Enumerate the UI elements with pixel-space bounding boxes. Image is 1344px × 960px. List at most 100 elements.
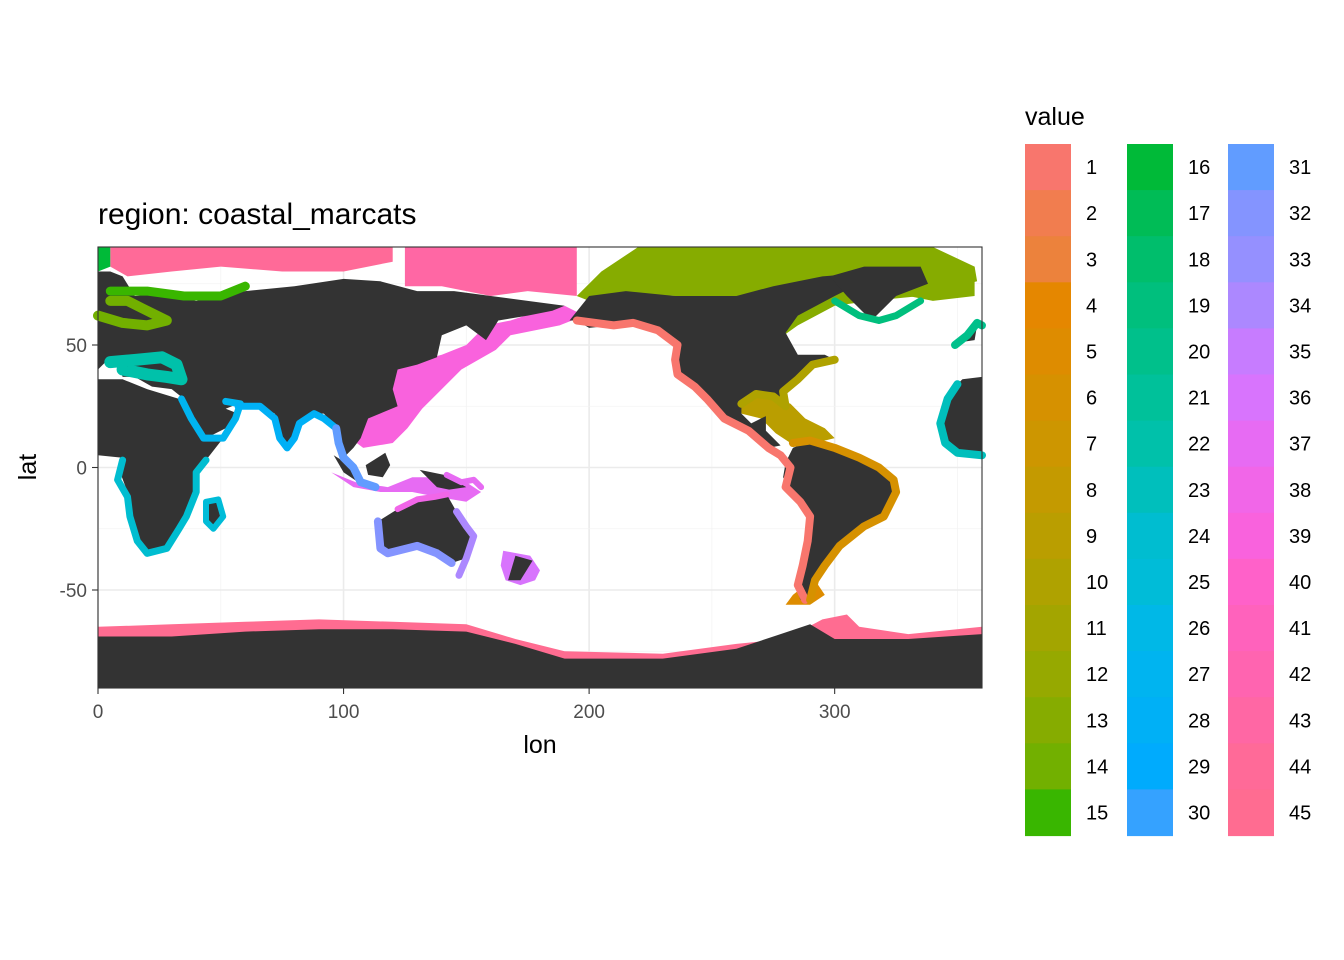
legend-key-label: 17 (1188, 203, 1210, 225)
land-greenland (829, 266, 928, 321)
coastal-region-atlantic-south-america (788, 436, 901, 604)
legend-key-swatch (1228, 420, 1274, 468)
legend-key-label: 32 (1289, 203, 1311, 225)
coastal-region-indian-coast (234, 402, 340, 452)
land-new-zealand (508, 555, 533, 581)
legend-key-label: 22 (1188, 434, 1210, 456)
legend-key-swatch (1127, 466, 1173, 514)
y-tick-label: 50 (66, 336, 87, 357)
legend-key-swatch (1127, 144, 1173, 191)
legend-key-swatch (1228, 328, 1274, 376)
legend-key-swatch (1025, 374, 1071, 422)
legend-key-swatch (1228, 743, 1274, 790)
legend-key-label: 44 (1289, 756, 1311, 778)
legend-key-swatch (1025, 282, 1071, 329)
legend-key-label: 27 (1188, 664, 1210, 686)
x-axis: 0 100 200 300 (93, 688, 851, 723)
legend-key-swatch (1228, 236, 1274, 283)
coastal-region-gulf-atlantic (737, 355, 839, 411)
coastal-region-arctic-siberia (404, 247, 577, 296)
chart-title: region: coastal_marcats (98, 198, 417, 231)
coastal-region-melanesia (443, 471, 485, 491)
legend-key-swatch (1025, 743, 1071, 790)
legend-key-label: 14 (1086, 756, 1108, 778)
legend-key-swatch (1025, 605, 1071, 652)
legend-key-label: 7 (1086, 434, 1097, 456)
legend-key-label: 38 (1289, 480, 1311, 502)
legend-key-swatch (1025, 651, 1071, 698)
legend-key-label: 24 (1188, 526, 1210, 548)
legend-key-label: 12 (1086, 664, 1108, 686)
legend-key-swatch (1228, 697, 1274, 744)
legend-key-swatch (1127, 236, 1173, 283)
x-tick-label: 0 (93, 702, 104, 723)
coastal-region-mediterranean (104, 351, 188, 386)
legend-key-swatch (1127, 558, 1173, 606)
region-map (93, 247, 986, 688)
legend-key-swatch (1228, 605, 1274, 652)
legend-key-label: 23 (1188, 480, 1210, 502)
legend-key-swatch (1025, 190, 1071, 237)
coastal-region-andaman (332, 424, 380, 492)
legend-key-label: 45 (1289, 802, 1311, 824)
legend-key-label: 15 (1086, 802, 1108, 824)
legend: value 1234567891011121314151617181920212… (1025, 103, 1311, 837)
legend-key-swatch (1127, 743, 1173, 790)
legend-key-swatch (1228, 374, 1274, 422)
legend-key-label: 18 (1188, 249, 1210, 271)
land-south-america (783, 440, 897, 600)
legend-key-label: 30 (1188, 802, 1210, 824)
legend-key-label: 6 (1086, 388, 1097, 410)
legend-key-label: 19 (1188, 295, 1210, 317)
legend-key-label: 11 (1086, 618, 1107, 640)
coastal-region-greenland (831, 297, 925, 324)
legend-key-swatch (1127, 789, 1173, 837)
legend-key-label: 36 (1289, 388, 1311, 410)
legend-key-swatch (1025, 328, 1071, 376)
legend-key-label: 4 (1086, 295, 1097, 317)
legend-key-swatch (1025, 144, 1071, 191)
legend-key-swatch (1127, 605, 1173, 652)
legend-key-swatch (1228, 144, 1274, 191)
legend-key-swatch (1025, 236, 1071, 283)
y-axis: -50 0 50 (60, 336, 98, 602)
legend-key-label: 10 (1086, 572, 1108, 594)
legend-key-label: 39 (1289, 526, 1311, 548)
legend-key-label: 5 (1086, 341, 1097, 363)
land-britain (957, 325, 978, 343)
legend-key-swatch (1228, 651, 1274, 698)
legend-key-label: 40 (1289, 572, 1311, 594)
plot-panel (93, 246, 986, 689)
legend-key-label: 8 (1086, 480, 1097, 502)
legend-key-label: 42 (1289, 664, 1311, 686)
legend-key-swatch (1127, 282, 1173, 329)
legend-key-swatch (1127, 420, 1173, 468)
legend-key-label: 3 (1086, 249, 1097, 271)
land-sumatra (333, 455, 359, 483)
coastal-region-arctic-eurasia (110, 247, 393, 277)
legend-key-label: 35 (1289, 341, 1311, 363)
land-antarctica (98, 624, 982, 688)
coastal-region-east-asia (343, 305, 585, 448)
x-axis-title: lon (523, 731, 556, 759)
legend-key-label: 21 (1188, 388, 1210, 410)
legend-key-label: 16 (1188, 157, 1210, 179)
legend-key-label: 33 (1289, 249, 1311, 271)
y-axis-title: lat (14, 454, 42, 480)
legend-key-label: 2 (1086, 203, 1097, 225)
coastal-region-baltic (93, 295, 172, 331)
legend-key-swatch (1127, 190, 1173, 237)
legend-key-swatch (1127, 651, 1173, 698)
coastal-region-west-africa (936, 380, 986, 460)
legend-keys: 1234567891011121314151617181920212223242… (1025, 144, 1311, 837)
legend-key-label: 20 (1188, 341, 1210, 363)
coastal-region-caribbean (736, 394, 835, 443)
legend-key-swatch (1025, 697, 1071, 744)
legend-key-swatch (1228, 558, 1274, 606)
land-borneo (365, 452, 391, 478)
coastal-region-east-australia (453, 508, 478, 579)
y-tick-label: 0 (76, 459, 87, 480)
legend-key-swatch (1127, 374, 1173, 422)
coastal-region-south-australia (373, 517, 456, 567)
